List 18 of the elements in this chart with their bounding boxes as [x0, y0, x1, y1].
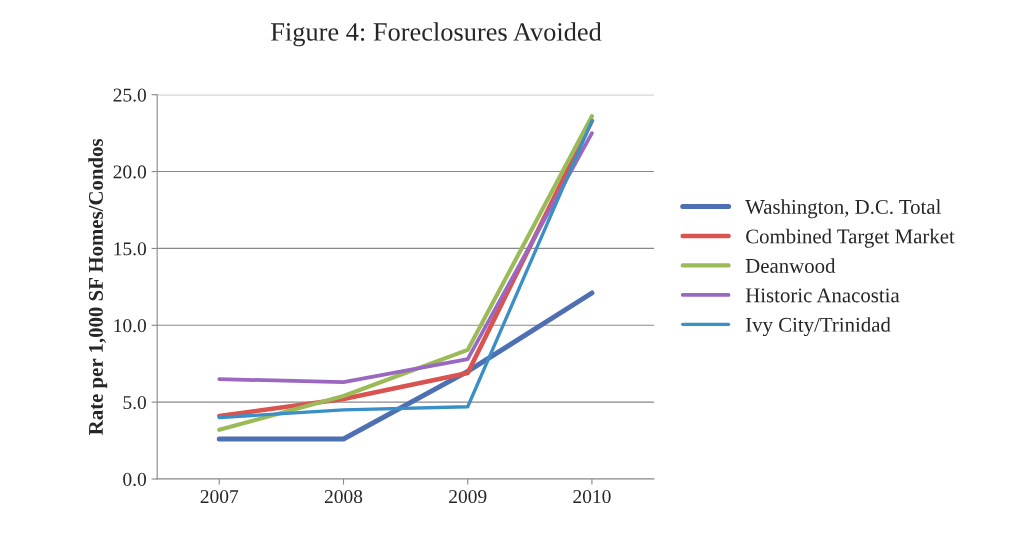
- y-tick-label: 10.0: [114, 319, 147, 333]
- y-tick-label: 0.0: [123, 472, 147, 487]
- chart-title: Figure 4: Foreclosures Avoided: [271, 22, 602, 47]
- legend-label: Combined Target Market: [746, 228, 955, 248]
- y-tick-label: 15.0: [114, 242, 147, 256]
- legend-label: Historic Anacostia: [745, 288, 900, 303]
- legend-label: Ivy City/Trinidad: [745, 317, 891, 337]
- y-tick-label: 20.0: [113, 165, 147, 179]
- y-tick-label: 25.0: [113, 88, 147, 102]
- x-tick-label: 2010: [573, 490, 611, 504]
- line-series: [217, 131, 594, 385]
- x-tick-label: 2009: [449, 490, 487, 504]
- x-tick-label: 2008: [324, 490, 363, 504]
- x-tick-label: 2007: [200, 490, 239, 504]
- y-tick-label: 5.0: [123, 395, 147, 410]
- legend-label: Washington, D.C. Total: [745, 199, 941, 219]
- legend-label: Deanwood: [745, 258, 836, 273]
- y-axis-title: Rate per 1,000 SF Homes/Condos: [88, 138, 108, 435]
